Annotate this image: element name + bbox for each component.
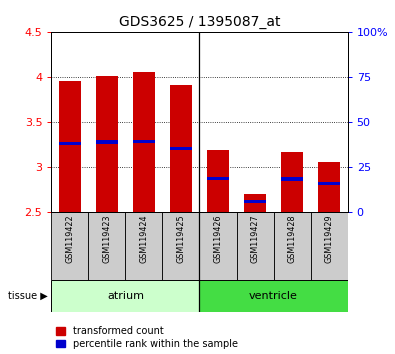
Bar xyxy=(170,85,192,212)
Title: GDS3625 / 1395087_at: GDS3625 / 1395087_at xyxy=(119,16,280,29)
Bar xyxy=(96,76,118,212)
Bar xyxy=(199,280,348,312)
Bar xyxy=(244,194,266,212)
Text: GSM119426: GSM119426 xyxy=(213,215,222,263)
Bar xyxy=(244,200,266,203)
Bar xyxy=(51,280,199,312)
Bar xyxy=(237,212,274,280)
Bar xyxy=(51,212,88,280)
Bar xyxy=(133,139,155,143)
Bar xyxy=(274,212,310,280)
Bar xyxy=(199,212,237,280)
Bar xyxy=(281,177,303,181)
Bar xyxy=(59,81,81,212)
Bar xyxy=(207,150,229,212)
Text: GSM119427: GSM119427 xyxy=(250,215,260,263)
Bar xyxy=(170,147,192,150)
Bar xyxy=(59,142,81,145)
Bar xyxy=(318,182,340,185)
Text: GSM119429: GSM119429 xyxy=(325,215,334,263)
Legend: transformed count, percentile rank within the sample: transformed count, percentile rank withi… xyxy=(56,326,238,349)
Bar xyxy=(126,212,162,280)
Text: tissue ▶: tissue ▶ xyxy=(8,291,48,301)
Bar xyxy=(162,212,199,280)
Text: GSM119425: GSM119425 xyxy=(177,215,186,263)
Bar xyxy=(281,152,303,212)
Text: GSM119428: GSM119428 xyxy=(288,215,297,263)
Bar xyxy=(88,212,126,280)
Bar xyxy=(310,212,348,280)
Bar xyxy=(207,177,229,180)
Text: GSM119424: GSM119424 xyxy=(139,215,149,263)
Bar xyxy=(96,141,118,144)
Bar xyxy=(318,162,340,212)
Text: ventricle: ventricle xyxy=(249,291,298,301)
Text: GSM119422: GSM119422 xyxy=(65,215,74,263)
Text: atrium: atrium xyxy=(107,291,144,301)
Bar xyxy=(133,72,155,212)
Text: GSM119423: GSM119423 xyxy=(102,215,111,263)
